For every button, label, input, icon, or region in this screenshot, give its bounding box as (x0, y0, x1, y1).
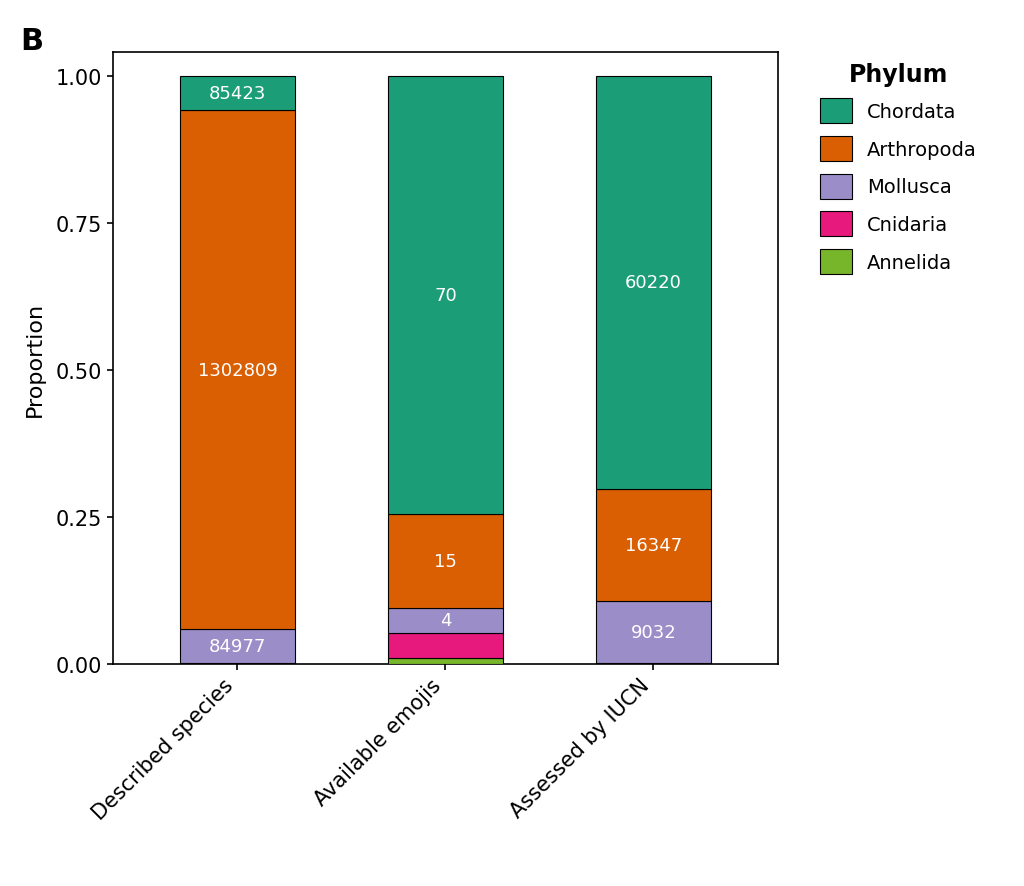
Text: 84977: 84977 (209, 638, 266, 656)
Text: B: B (20, 27, 44, 56)
Text: 1302809: 1302809 (198, 361, 278, 379)
Text: 4: 4 (439, 611, 452, 630)
Text: 60220: 60220 (625, 274, 682, 291)
Legend: Chordata, Arthropoda, Mollusca, Cnidaria, Annelida: Chordata, Arthropoda, Mollusca, Cnidaria… (814, 57, 983, 280)
Text: 16347: 16347 (625, 536, 682, 554)
Bar (596, 489, 711, 601)
Bar (180, 111, 295, 630)
Bar (388, 608, 503, 633)
Bar (388, 658, 503, 664)
Bar (388, 77, 503, 515)
Text: 9032: 9032 (631, 623, 676, 641)
Bar (180, 77, 295, 111)
Bar (180, 630, 295, 664)
Bar (596, 601, 711, 663)
Bar (388, 633, 503, 658)
Bar (596, 663, 711, 664)
Text: 85423: 85423 (209, 85, 266, 103)
Y-axis label: Proportion: Proportion (25, 301, 45, 416)
Text: 15: 15 (434, 552, 457, 571)
Bar (388, 515, 503, 608)
Bar (596, 77, 711, 489)
Text: 70: 70 (434, 286, 457, 305)
